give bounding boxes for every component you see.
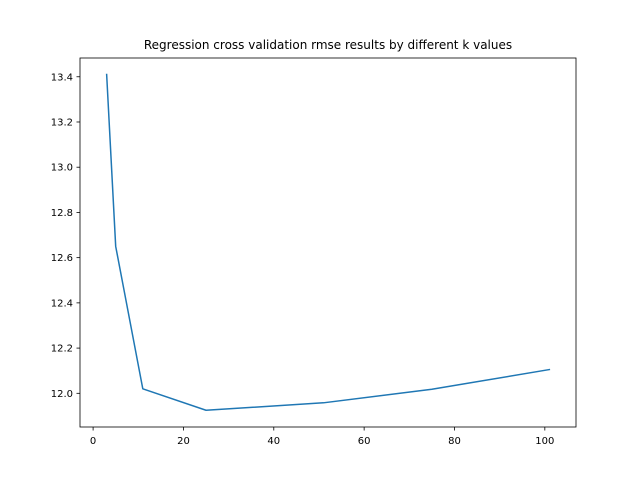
x-tick-label: 0 (90, 436, 96, 447)
plot-frame (79, 57, 577, 428)
x-tick-label: 80 (448, 436, 461, 447)
x-tick-label: 100 (535, 436, 554, 447)
y-tick-label: 13.2 (51, 117, 73, 128)
y-tick-label: 12.2 (51, 344, 73, 355)
series-line (105, 73, 551, 412)
x-axis-ticks: 0 20 40 60 80 100 (90, 427, 554, 447)
y-tick-label: 12.6 (51, 253, 73, 264)
x-tick-label: 60 (358, 436, 371, 447)
y-tick-label: 12.8 (51, 208, 73, 219)
y-tick-label: 13.4 (51, 72, 73, 83)
y-tick-label: 12.0 (51, 389, 73, 400)
y-tick-label: 13.0 (51, 163, 73, 174)
x-tick-label: 20 (177, 436, 190, 447)
series-group (105, 73, 551, 412)
y-axis-ticks: 12.0 12.2 12.4 12.6 12.8 13.0 13.2 13.4 (51, 72, 80, 400)
chart-title: Regression cross validation rmse results… (144, 38, 512, 52)
x-tick-label: 40 (267, 436, 280, 447)
y-tick-label: 12.4 (51, 298, 73, 309)
